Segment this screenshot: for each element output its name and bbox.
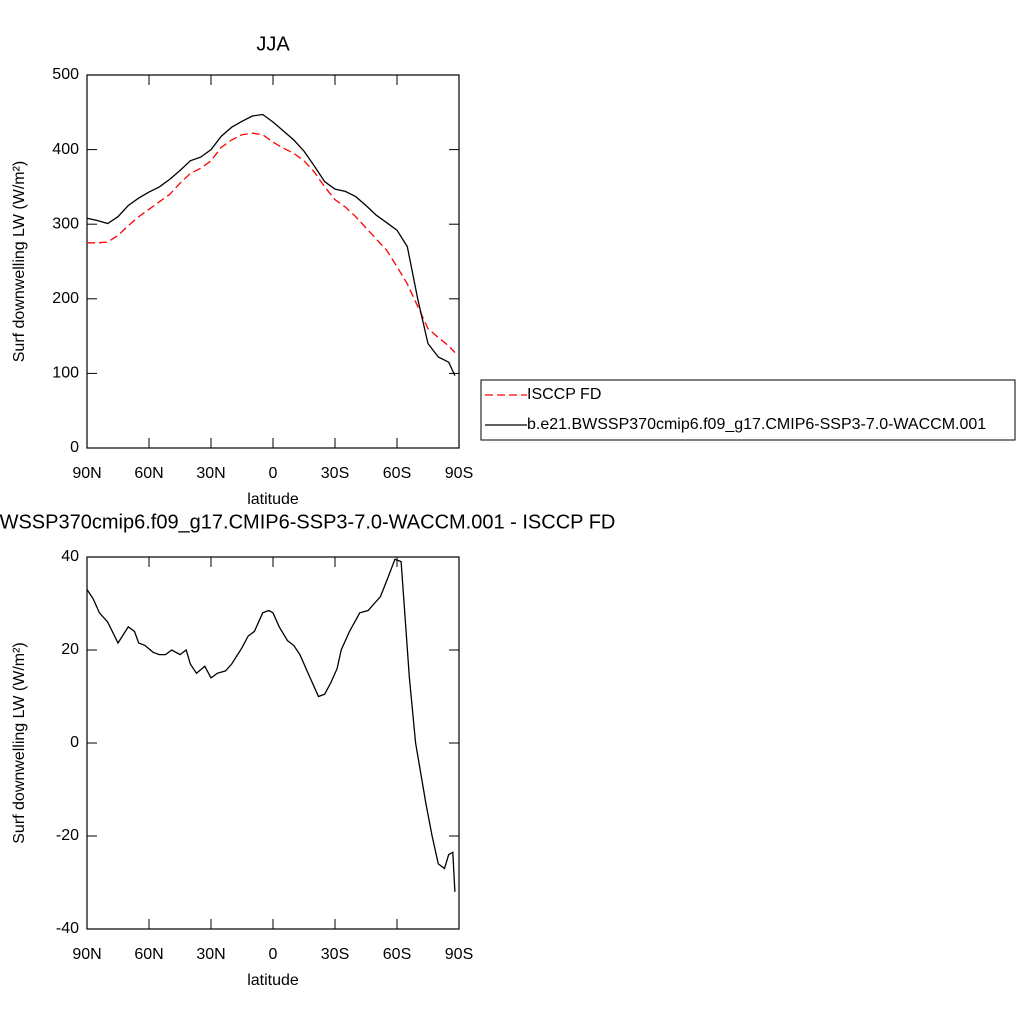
y-tick-label: 500 bbox=[52, 66, 79, 83]
chart-title: JJA bbox=[256, 33, 290, 55]
x-axis-label: latitude bbox=[247, 491, 299, 508]
legend-label: ISCCP FD bbox=[527, 386, 601, 403]
x-tick-label: 60S bbox=[383, 946, 411, 963]
x-tick-label: 90S bbox=[445, 946, 473, 963]
x-tick-label: 90N bbox=[72, 946, 101, 963]
legend-label: b.e21.BWSSP370cmip6.f09_g17.CMIP6-SSP3-7… bbox=[527, 416, 986, 433]
y-tick-label: 400 bbox=[52, 141, 79, 158]
x-tick-label: 30S bbox=[321, 946, 349, 963]
x-axis-label: latitude bbox=[247, 972, 299, 989]
y-tick-label: 0 bbox=[70, 734, 79, 751]
y-tick-label: 300 bbox=[52, 215, 79, 232]
x-tick-label: 0 bbox=[269, 946, 278, 963]
y-tick-label: -20 bbox=[56, 827, 79, 844]
y-tick-label: 40 bbox=[61, 548, 79, 565]
y-axis-label: Surf downwelling LW (W/m²) bbox=[11, 642, 28, 844]
y-axis-label: Surf downwelling LW (W/m²) bbox=[11, 161, 28, 363]
y-tick-label: 100 bbox=[52, 365, 79, 382]
data-line bbox=[87, 132, 456, 353]
y-tick-label: 20 bbox=[61, 641, 79, 658]
data-line bbox=[86, 113, 456, 376]
y-tick-label: 200 bbox=[52, 290, 79, 307]
legend-box bbox=[480, 379, 1016, 441]
x-tick-label: 60N bbox=[134, 946, 163, 963]
x-tick-label: 30S bbox=[321, 465, 349, 482]
y-tick-label: 0 bbox=[70, 439, 79, 456]
x-tick-label: 90S bbox=[445, 465, 473, 482]
x-tick-label: 90N bbox=[72, 465, 101, 482]
x-tick-label: 60S bbox=[383, 465, 411, 482]
plot-frame bbox=[86, 74, 460, 449]
data-line bbox=[86, 558, 456, 892]
chart-title: b.e21.BWSSP370cmip6.f09_g17.CMIP6-SSP3-7… bbox=[0, 511, 615, 533]
x-tick-label: 30N bbox=[196, 946, 225, 963]
x-tick-label: 60N bbox=[134, 465, 163, 482]
y-tick-label: -40 bbox=[56, 920, 79, 937]
x-tick-label: 0 bbox=[269, 465, 278, 482]
x-tick-label: 30N bbox=[196, 465, 225, 482]
